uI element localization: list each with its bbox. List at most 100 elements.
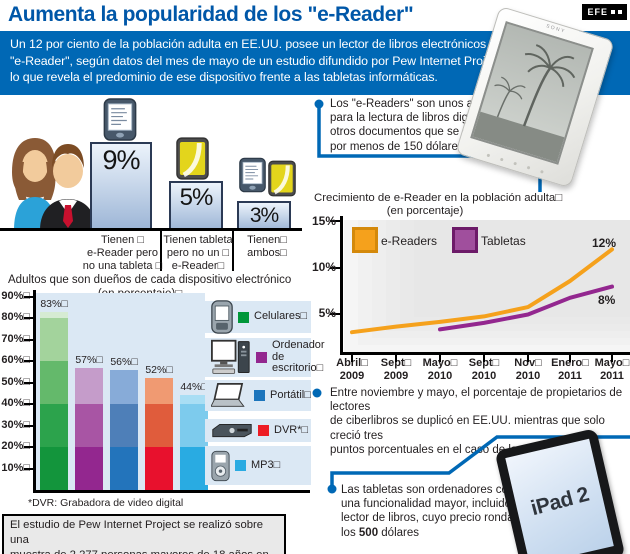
devices-bar-chart: 90%□ 80%□ 70%□ 60%□ 50%□ 40%□ 30%□ 20%□ 10%□ 83%□… [0, 289, 325, 502]
note-tablets-text: dólares [378, 526, 420, 539]
ereader-button [499, 157, 504, 162]
y-tick-label: 15% [311, 214, 336, 228]
bar-segment [40, 447, 68, 490]
cellphone-icon [211, 300, 233, 334]
series-line-e-readers [350, 247, 614, 335]
growth-line-chart: 15% 10% 5% e-Readers Tabletas 12% 8% Abr… [308, 194, 630, 394]
legend-swatch-ereaders [352, 227, 378, 253]
devices-y-tick-label: 40%□ [1, 397, 30, 409]
stepped-background [344, 220, 630, 352]
ereader-button [540, 169, 544, 174]
legend-row: MP3□ [205, 446, 311, 485]
group-divider [232, 231, 234, 271]
end-value-tabletas: 8% [598, 293, 616, 307]
dvr-footnote: *DVR: Grabadora de video digital [28, 497, 184, 509]
legend-label: Ordenador de escritorio□ [272, 339, 325, 375]
bar-tienen-ereader: 9% [90, 141, 152, 230]
tablet-device-icon [176, 137, 209, 180]
bar-tienen-tableta: 5% [169, 181, 223, 230]
x-tick-year: 2010 [471, 370, 497, 382]
devices-y-tick [24, 446, 33, 448]
devices-y-tick-label: 90%□ [1, 289, 30, 302]
bar-segment [110, 447, 138, 490]
devices-y-tick-label: 50%□ [1, 375, 30, 388]
bar-category-label: Tienen □ e-Reader pero no una tableta □ [82, 234, 163, 272]
bar-segment [145, 447, 173, 490]
devices-y-tick-label: 10%□ [1, 461, 30, 474]
legend-label: MP3□ [251, 458, 281, 471]
intro-text: Un 12 por ciento de la población adulta … [10, 37, 505, 85]
devices-y-tick-label: 60%□ [1, 354, 30, 366]
bar-segment [145, 378, 173, 404]
x-tick-month: Nov□ [514, 357, 542, 369]
x-tick [569, 352, 571, 362]
devices-y-tick-label: 30%□ [1, 418, 30, 431]
bar-value-label: 44%□ [180, 381, 208, 394]
bar-segment [75, 404, 103, 447]
x-tick [395, 352, 397, 362]
dvr-icon [211, 422, 253, 439]
x-tick-month: Abril□ [336, 357, 368, 369]
x-tick-year: 2010 [427, 370, 453, 382]
x-tick [611, 352, 613, 362]
x-axis-line [340, 352, 630, 355]
devices-y-tick-label: 70%□ [1, 332, 30, 345]
legend-label: Portátil□ [270, 388, 311, 401]
tablet-device-icon [268, 160, 296, 197]
bar-value-label: 9% [102, 144, 140, 175]
x-tick-year: 2009 [383, 370, 409, 382]
ipad-label: iPad 2 [528, 482, 591, 521]
sample-note-box: El estudio de Pew Internet Project se re… [2, 514, 286, 554]
bar-segment [40, 361, 68, 404]
devices-y-tick [24, 424, 33, 427]
bar-segment [40, 404, 68, 447]
legend-label: Celulares□ [254, 310, 308, 323]
bar-segment [110, 369, 138, 404]
y-tick-label: 10% [311, 260, 336, 274]
y-tick [330, 220, 340, 222]
devices-chart-caption: Adultos que son dueños de cada dispositi… [8, 274, 292, 286]
bar-segment [180, 404, 208, 447]
legend-swatch [235, 460, 246, 471]
devices-y-tick [24, 467, 33, 470]
bar-category-label: Tienen□ ambos□ [247, 234, 287, 259]
x-tick [351, 352, 353, 362]
ipad-photo: iPad 2 [492, 427, 630, 554]
bar-value-label: 83%□ [40, 297, 68, 310]
ereader-button [513, 161, 518, 166]
bar-value-label: 52%□ [145, 364, 173, 377]
y-tick [330, 313, 340, 315]
y-axis-line [340, 216, 343, 355]
bar-tienen-ambos: 3% [237, 200, 291, 230]
bar-segment [75, 367, 103, 404]
devices-y-tick [24, 295, 33, 298]
ipad-screen: iPad 2 [505, 438, 614, 554]
devices-y-tick [24, 360, 33, 362]
legend-row: Celulares□ [205, 300, 311, 334]
ereader-button [486, 153, 491, 158]
page-title: Aumenta la popularidad de los "e-Reader" [8, 3, 414, 26]
legend-swatch [258, 425, 269, 436]
x-tick-year: 2011 [558, 370, 582, 382]
legend-swatch [256, 352, 267, 363]
x-tick-year: 2009 [339, 370, 365, 382]
x-tick-year: 2011 [600, 370, 624, 382]
ownership-axis-line [0, 228, 302, 231]
legend-swatch [238, 311, 249, 323]
x-axis-line [33, 490, 310, 493]
legend-label-ereaders: e-Readers [381, 234, 438, 248]
growth-series-lines [350, 247, 614, 335]
x-tick-month: Sept□ [380, 357, 412, 369]
devices-y-tick-label: 80%□ [1, 311, 30, 323]
bullet-icon [314, 99, 324, 109]
efe-logo-decoration [618, 10, 622, 14]
bar-segment [145, 404, 173, 447]
ereader-photo: SONY [450, 5, 630, 190]
x-tick [483, 352, 485, 362]
legend-row: Portátil□ [205, 380, 311, 411]
x-tick-month: Mayo□ [594, 357, 630, 369]
legend-swatch [254, 390, 265, 401]
x-tick-year: 2010 [515, 370, 541, 382]
bar-segment [75, 447, 103, 490]
